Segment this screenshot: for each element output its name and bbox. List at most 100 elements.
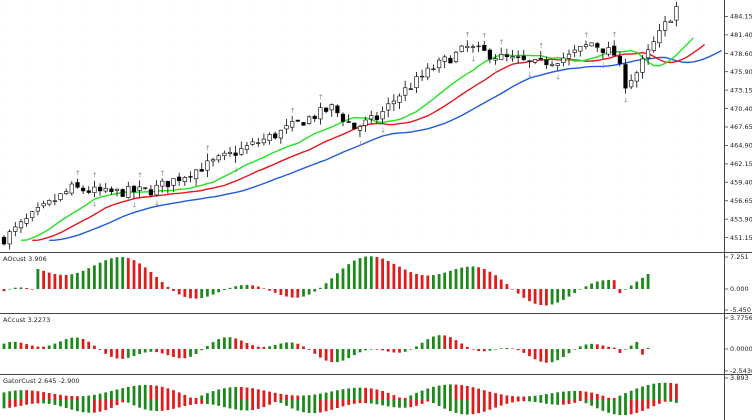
bull-candle <box>250 141 255 145</box>
gator-lower-bar <box>42 400 45 404</box>
gator-upper-bar <box>336 390 339 400</box>
gator-lower-bar <box>307 400 311 413</box>
histogram-bar <box>104 260 108 289</box>
bear-candle <box>273 133 278 139</box>
gator-upper-bar <box>584 391 588 400</box>
gator-lower-bar <box>132 400 136 406</box>
bull-candle <box>239 148 244 155</box>
histogram-bar <box>573 289 577 294</box>
histogram-bar <box>251 345 254 349</box>
histogram-bar <box>550 349 554 363</box>
gator-lower-bar <box>409 400 413 408</box>
bear-candle <box>448 57 453 64</box>
gator-lower-bar <box>511 400 514 403</box>
bull-candle <box>357 126 363 131</box>
bear-candle <box>516 56 521 58</box>
bear-candle <box>482 44 487 51</box>
gator-lower-bar <box>25 400 28 405</box>
gator-lower-bar <box>646 400 650 409</box>
gator-upper-bar <box>302 395 305 400</box>
bull-candle <box>493 58 498 61</box>
fractal-up-arrow: ↑ <box>290 107 296 115</box>
fractal-up-arrow: ↑ <box>612 31 618 39</box>
bull-candle <box>391 100 397 105</box>
gator-upper-bar <box>443 384 447 400</box>
gator-upper-bar <box>13 390 17 400</box>
histogram-bar <box>403 349 407 352</box>
gator-upper-bar <box>239 387 243 400</box>
gator-lower-bar <box>262 400 266 408</box>
gator-upper-bar <box>285 394 288 400</box>
histogram-bar <box>13 287 17 289</box>
gator-upper-bar <box>612 398 616 400</box>
histogram-bar <box>511 288 514 290</box>
bull-candle <box>386 103 391 111</box>
bull-candle <box>583 44 589 47</box>
gator-upper-bar <box>675 383 678 400</box>
gator-lower-bar <box>471 400 475 415</box>
histogram-bar <box>110 258 113 289</box>
histogram-bar <box>81 270 85 289</box>
bull-candle <box>566 53 572 59</box>
histogram-bar <box>488 271 492 289</box>
bull-candle <box>465 45 470 49</box>
histogram-bar <box>398 266 401 289</box>
gator-upper-bar <box>550 393 554 400</box>
bull-candle <box>674 6 679 21</box>
gator-lower-bar <box>76 400 79 412</box>
bull-candle <box>453 51 459 62</box>
gator-upper-bar <box>251 388 254 400</box>
gator-lower-bar <box>663 400 667 402</box>
gator-lower-bar <box>336 400 339 408</box>
gator-lower-bar <box>454 400 458 413</box>
gator-lower-bar <box>87 400 91 413</box>
indicator-tick-label: -5.450 <box>730 306 751 314</box>
bull-candle <box>24 218 29 224</box>
gator-lower-bar <box>550 400 554 405</box>
histogram-bar <box>437 274 441 289</box>
indicator-panel-title: GatorCust 2.645 -2.900 <box>3 377 80 385</box>
bull-candle <box>606 47 611 55</box>
gator-upper-bar <box>30 390 34 400</box>
histogram-bar <box>155 349 158 353</box>
gator-lower-bar <box>590 400 593 406</box>
histogram-bar <box>392 263 396 289</box>
bull-candle <box>499 53 504 60</box>
histogram-bar <box>528 349 531 357</box>
bull-candle <box>645 49 651 59</box>
bull-candle <box>555 63 560 66</box>
gator-upper-bar <box>121 388 125 400</box>
gator-upper-bar <box>256 389 260 400</box>
gator-lower-bar <box>443 400 447 409</box>
gator-upper-bar <box>375 389 379 400</box>
indicator-tick-label: 7.251 <box>730 253 749 261</box>
histogram-bar <box>42 270 45 289</box>
gator-lower-bar <box>420 400 424 404</box>
histogram-bar <box>488 349 492 351</box>
histogram-bar <box>375 257 379 289</box>
gator-lower-bar <box>465 400 469 415</box>
indicator-panel-3: GatorCust 2.645 -2.900 <box>2 377 678 416</box>
histogram-bar <box>166 286 170 289</box>
bull-candle <box>431 68 436 70</box>
gator-upper-bar <box>618 395 622 400</box>
histogram-bar <box>313 349 317 354</box>
histogram-bar <box>200 289 204 298</box>
price-tick-label: 473.15 <box>730 86 752 94</box>
histogram-bar <box>211 342 215 349</box>
histogram-bar <box>53 343 57 349</box>
bull-candle <box>403 87 408 96</box>
gator-upper-bar <box>189 397 192 400</box>
fractal-up-arrow: ↑ <box>584 32 590 40</box>
gator-lower-bar <box>160 400 164 411</box>
bull-candle <box>380 111 385 120</box>
histogram-bar <box>612 347 616 349</box>
histogram-bar <box>19 342 23 349</box>
bull-candle <box>41 203 46 207</box>
histogram-bar <box>319 349 322 358</box>
histogram-bar <box>369 256 373 289</box>
histogram-bar <box>53 274 57 289</box>
gator-upper-bar <box>347 388 351 400</box>
histogram-bar <box>121 257 125 289</box>
